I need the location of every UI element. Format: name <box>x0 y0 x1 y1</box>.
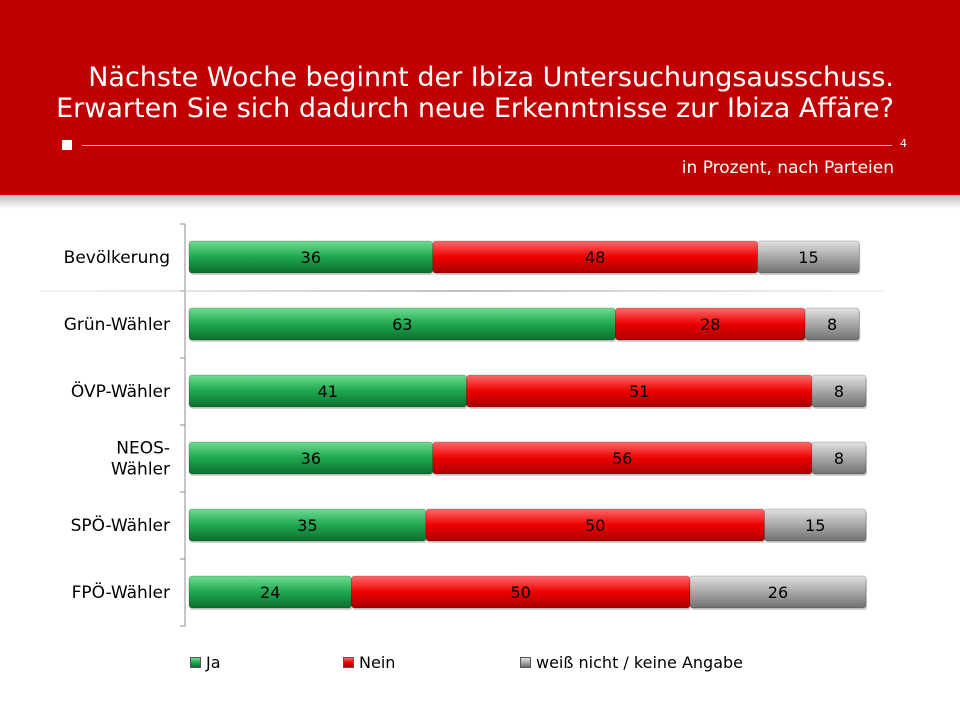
header-divider <box>82 145 892 146</box>
data-label-ja: 63 <box>392 315 412 334</box>
header-shadow <box>0 195 960 209</box>
bar-weiss-nicht <box>689 575 867 609</box>
legend-label-weiss-nicht: weiß nicht / keine Angabe <box>536 652 743 672</box>
chart-subtitle: in Prozent, nach Parteien <box>681 158 894 178</box>
page-number: 4 <box>900 137 907 150</box>
bar-nein <box>466 374 813 408</box>
data-label-weiss-nicht: 8 <box>834 449 844 468</box>
legend-swatch-nein <box>343 656 354 668</box>
header-banner: Nächste Woche beginnt der Ibiza Untersuc… <box>0 0 960 195</box>
data-label-weiss-nicht: 26 <box>768 583 788 602</box>
chart-title: Nächste Woche beginnt der Ibiza Untersuc… <box>56 62 894 124</box>
data-label-ja: 36 <box>301 248 321 267</box>
category-label: Bevölkerung <box>64 248 170 268</box>
title-line-1: Nächste Woche beginnt der Ibiza Untersuc… <box>88 62 894 93</box>
bar-weiss-nicht <box>811 441 867 475</box>
data-label-nein: 48 <box>585 248 605 267</box>
data-label-ja: 35 <box>297 516 317 535</box>
legend-label-ja: Ja <box>206 652 221 672</box>
bar-weiss-nicht <box>757 240 860 274</box>
bar-weiss-nicht <box>804 307 860 341</box>
data-label-nein: 28 <box>700 315 720 334</box>
bar-ja <box>188 575 352 609</box>
category-label: FPÖ-Wähler <box>72 581 170 603</box>
title-line-2: Erwarten Sie sich dadurch neue Erkenntni… <box>56 93 894 124</box>
legend-swatch-ja <box>190 656 201 668</box>
data-label-ja: 24 <box>260 583 280 602</box>
legend-swatch-weiss-nicht <box>520 656 531 668</box>
legend-item-nein: Nein <box>343 652 395 672</box>
data-label-nein: 50 <box>511 583 531 602</box>
data-label-nein: 50 <box>585 516 605 535</box>
category-label: Grün-Wähler <box>64 315 170 335</box>
bar-weiss-nicht <box>764 508 867 542</box>
data-label-ja: 41 <box>318 382 338 401</box>
data-label-nein: 51 <box>629 382 649 401</box>
category-label: NEOS-Wähler <box>111 439 170 480</box>
legend-item-weiss-nicht: weiß nicht / keine Angabe <box>520 652 743 672</box>
data-label-weiss-nicht: 15 <box>798 248 818 267</box>
bar-nein <box>432 441 813 475</box>
category-label: ÖVP-Wähler <box>71 380 170 402</box>
data-label-ja: 36 <box>301 449 321 468</box>
category-label: SPÖ-Wähler <box>71 514 170 536</box>
data-label-nein: 56 <box>612 449 632 468</box>
data-label-weiss-nicht: 15 <box>805 516 825 535</box>
legend-label-nein: Nein <box>359 652 396 672</box>
data-label-weiss-nicht: 8 <box>834 382 844 401</box>
group-separator <box>40 290 885 292</box>
data-label-weiss-nicht: 8 <box>827 315 837 334</box>
bullet-square <box>62 140 72 150</box>
legend-item-ja: Ja <box>190 652 221 672</box>
bar-weiss-nicht <box>811 374 867 408</box>
